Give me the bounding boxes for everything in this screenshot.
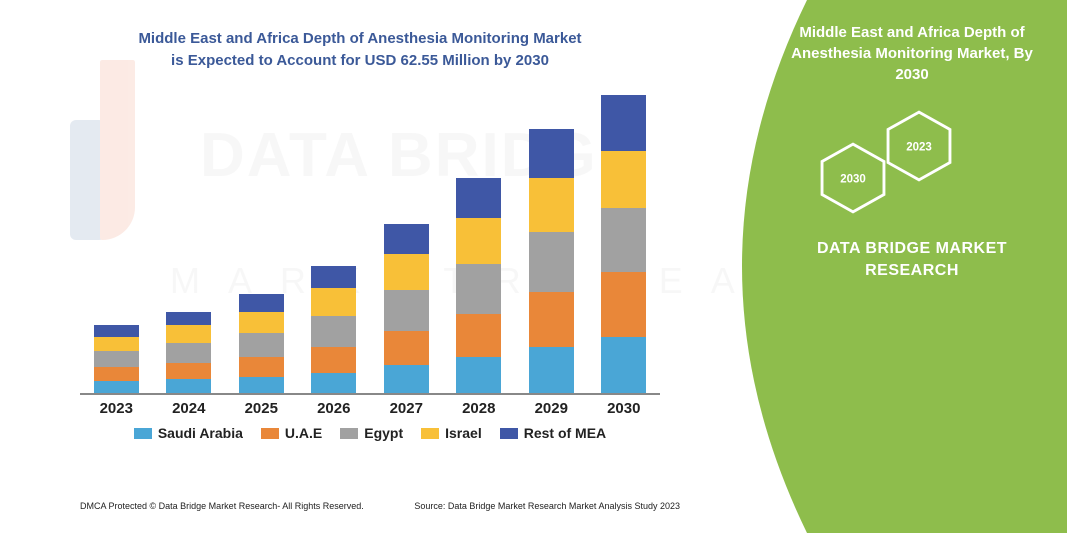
chart-plot [80,95,660,395]
chart-area: Middle East and Africa Depth of Anesthes… [0,0,720,533]
bar-segment [239,312,284,334]
legend-swatch [500,428,518,439]
legend-item: Rest of MEA [500,425,606,441]
bar-segment [456,178,501,218]
bar-segment [94,325,139,337]
legend-swatch [340,428,358,439]
bar-segment [456,357,501,393]
x-axis-label: 2026 [311,400,356,417]
right-panel: Middle East and Africa Depth of Anesthes… [697,0,1067,533]
chart-title-line1: Middle East and Africa Depth of Anesthes… [138,30,581,47]
chart-legend: Saudi Arabia U.A.E Egypt Israel Rest of MEA [80,425,660,441]
bar-segment [529,178,574,232]
footer-copyright: DMCA Protected © Data Bridge Market Rese… [80,501,364,511]
footer-source: Source: Data Bridge Market Research Mark… [414,501,680,511]
x-axis-label: 2030 [601,400,646,417]
legend-item: Saudi Arabia [134,425,243,441]
bar-segment [601,95,646,151]
bar-segment [166,363,211,379]
bar-segment [456,218,501,264]
bar-segment [311,347,356,373]
chart-title: Middle East and Africa Depth of Anesthes… [0,0,720,72]
legend-item: Israel [421,425,482,441]
bar-2025 [239,294,284,393]
brand-line2: RESEARCH [865,262,959,279]
bar-segment [529,347,574,393]
bars-container [80,95,660,393]
bar-2023 [94,325,139,393]
x-axis-label: 2023 [94,400,139,417]
bar-segment [456,264,501,314]
bar-segment [311,288,356,316]
right-panel-brand: DATA BRIDGE MARKET RESEARCH [777,238,1047,281]
bar-segment [94,337,139,351]
bar-segment [384,365,429,393]
bar-segment [94,367,139,381]
legend-label: Rest of MEA [524,425,606,441]
legend-label: Israel [445,425,482,441]
legend-swatch [421,428,439,439]
bar-segment [601,151,646,209]
bar-2028 [456,178,501,393]
bar-segment [166,312,211,326]
bar-segment [239,357,284,377]
bar-segment [601,337,646,393]
bar-segment [529,292,574,348]
bar-segment [384,290,429,332]
legend-label: Egypt [364,425,403,441]
bar-segment [311,373,356,393]
hex-label-2030: 2030 [840,173,866,185]
chart-title-line2: is Expected to Account for USD 62.55 Mil… [171,52,549,69]
bar-segment [311,266,356,288]
legend-item: U.A.E [261,425,322,441]
bar-segment [601,272,646,338]
bar-segment [384,331,429,365]
bar-2024 [166,312,211,393]
legend-label: U.A.E [285,425,322,441]
legend-label: Saudi Arabia [158,425,243,441]
bar-2030 [601,95,646,393]
bar-segment [239,294,284,312]
x-axis-label: 2027 [384,400,429,417]
legend-swatch [261,428,279,439]
bar-segment [456,314,501,358]
bar-segment [94,351,139,367]
x-axis-label: 2025 [239,400,284,417]
x-axis-labels: 2023 2024 2025 2026 2027 2028 2029 2030 [80,400,660,417]
bar-2027 [384,224,429,393]
x-axis-label: 2029 [529,400,574,417]
bar-segment [601,208,646,272]
legend-swatch [134,428,152,439]
bar-segment [311,316,356,348]
bar-segment [94,381,139,393]
x-axis-label: 2024 [166,400,211,417]
bar-segment [166,379,211,393]
bar-segment [239,333,284,357]
x-axis-line [80,393,660,395]
bar-segment [239,377,284,393]
bar-segment [166,343,211,363]
bar-2029 [529,129,574,393]
bar-segment [166,325,211,343]
bar-segment [384,254,429,290]
right-panel-title: Middle East and Africa Depth of Anesthes… [777,22,1047,85]
legend-item: Egypt [340,425,403,441]
chart-footer: DMCA Protected © Data Bridge Market Rese… [80,501,680,511]
brand-line1: DATA BRIDGE MARKET [817,240,1007,257]
hexagon-group: 2030 2023 [817,110,1017,230]
bar-segment [529,129,574,179]
x-axis-label: 2028 [456,400,501,417]
bar-segment [384,224,429,254]
hex-label-2023: 2023 [906,141,932,153]
hexagon-2023: 2023 [883,110,955,182]
bar-2026 [311,266,356,393]
bar-segment [529,232,574,292]
hexagon-2030: 2030 [817,142,889,214]
